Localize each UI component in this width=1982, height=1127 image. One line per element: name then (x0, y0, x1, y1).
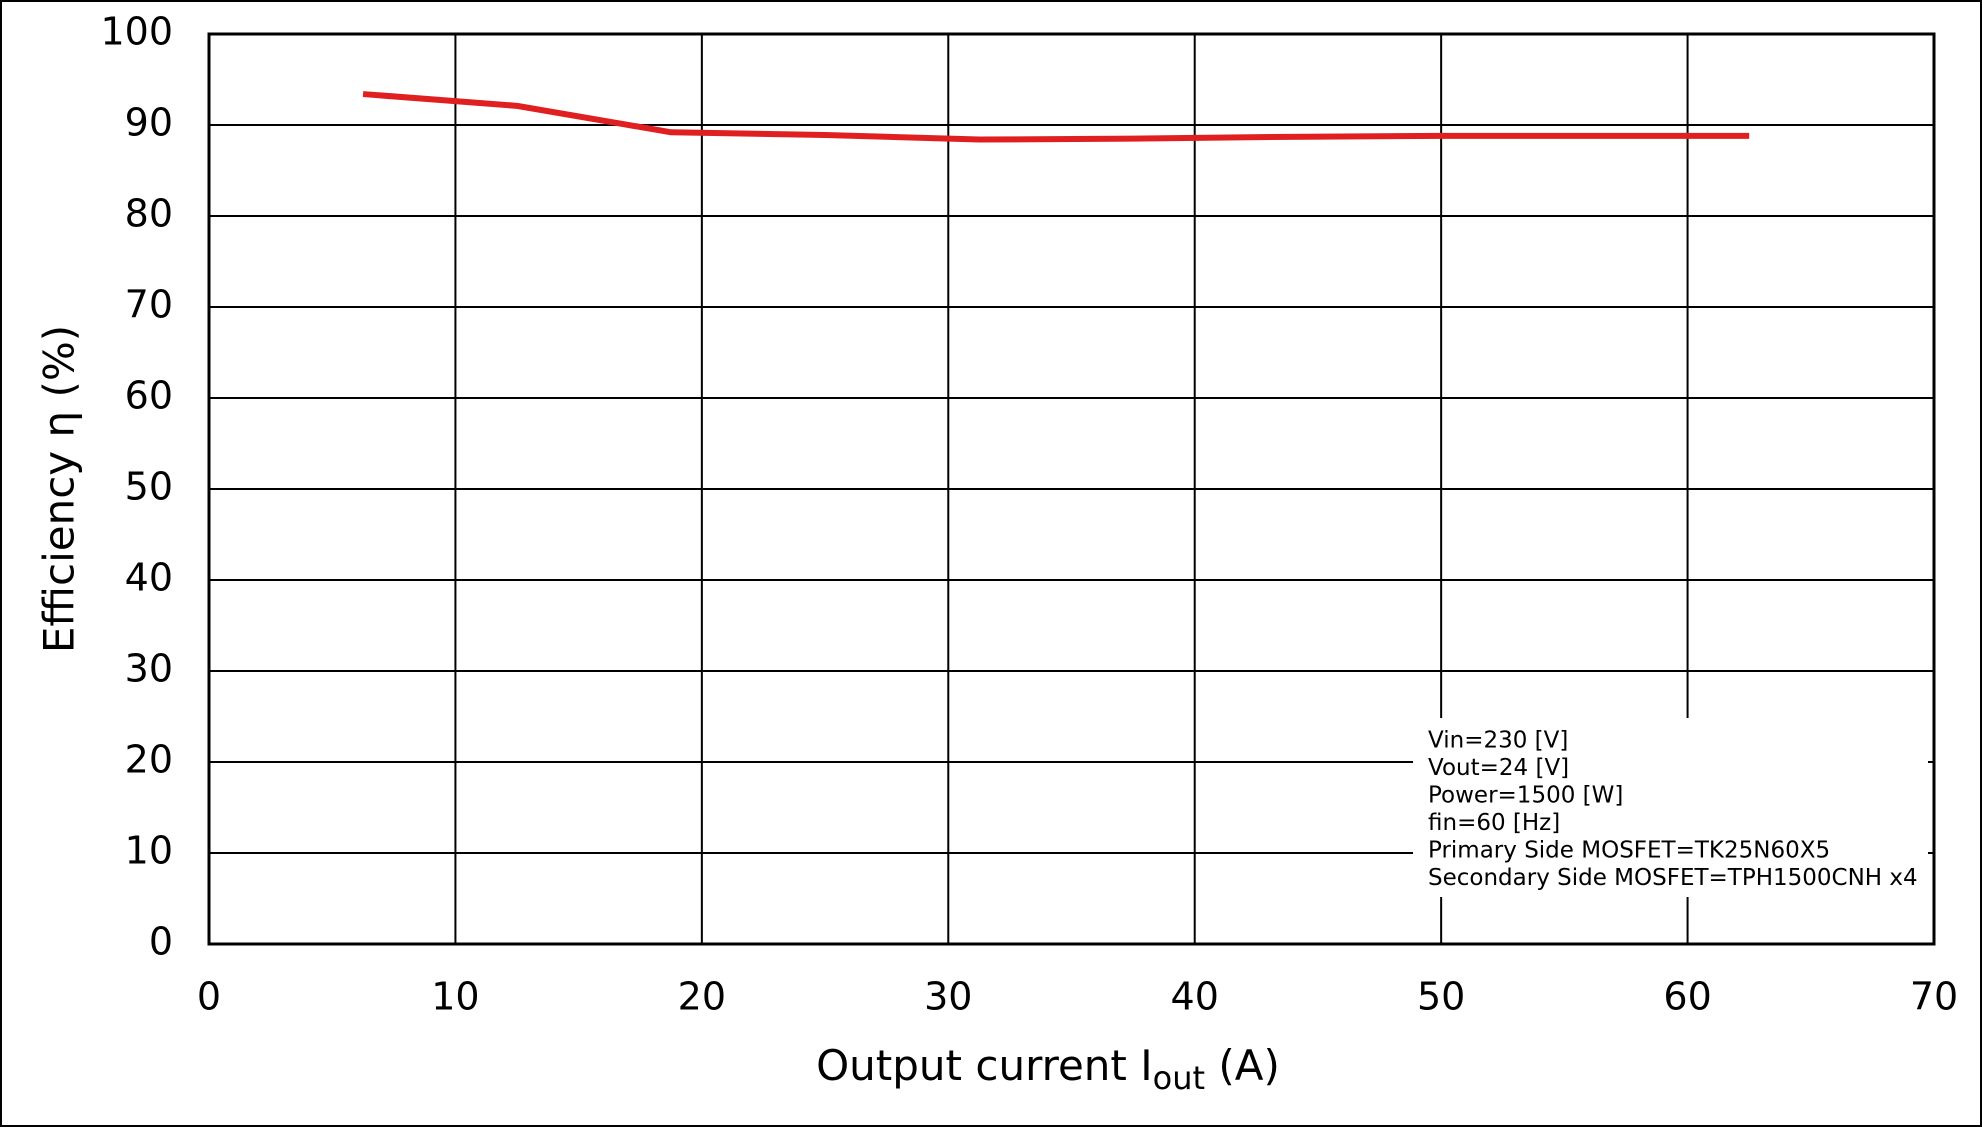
y-tick-label: 30 (125, 647, 173, 691)
y-tick-label: 0 (149, 920, 173, 964)
annotation-line: Primary Side MOSFET=TK25N60X5 (1428, 838, 1830, 864)
x-label-text: Output current I (816, 1041, 1153, 1090)
annotation-box (1413, 718, 1928, 897)
annotation-line: fin=60 [Hz] (1428, 810, 1560, 836)
x-axis-label: Output current Iout (A) (816, 1041, 1280, 1098)
y-tick-label: 90 (125, 101, 173, 145)
y-tick-label: 50 (125, 465, 173, 509)
y-tick-label: 20 (125, 738, 173, 782)
y-tick-label: 40 (125, 556, 173, 600)
annotation-line: Secondary Side MOSFET=TPH1500CNH x4 (1428, 865, 1918, 891)
y-tick-label: 70 (125, 283, 173, 327)
x-tick-label: 30 (924, 975, 972, 1019)
x-tick-label: 40 (1171, 975, 1219, 1019)
y-axis-label: Efficiency η (%) (35, 325, 84, 653)
x-label-subscript: out (1153, 1059, 1205, 1097)
y-tick-label: 80 (125, 192, 173, 236)
plot-frame (207, 32, 1936, 946)
x-label-suffix: (A) (1205, 1041, 1280, 1090)
annotation-line: Vin=230 [V] (1428, 728, 1568, 754)
x-tick-label: 50 (1417, 975, 1465, 1019)
x-tick-label: 70 (1910, 975, 1958, 1019)
x-tick-label: 20 (678, 975, 726, 1019)
annotation-line: Power=1500 [W] (1428, 783, 1623, 809)
marks (362, 91, 1750, 143)
annotation-line: Vout=24 [V] (1428, 755, 1569, 781)
y-tick-label: 60 (125, 374, 173, 418)
x-tick-label: 10 (431, 975, 479, 1019)
y-tick-label: 100 (100, 10, 173, 54)
y-tick-label: 10 (125, 829, 173, 873)
data-line (362, 91, 1750, 143)
x-tick-label: 60 (1663, 975, 1711, 1019)
x-tick-label: 0 (197, 975, 221, 1019)
